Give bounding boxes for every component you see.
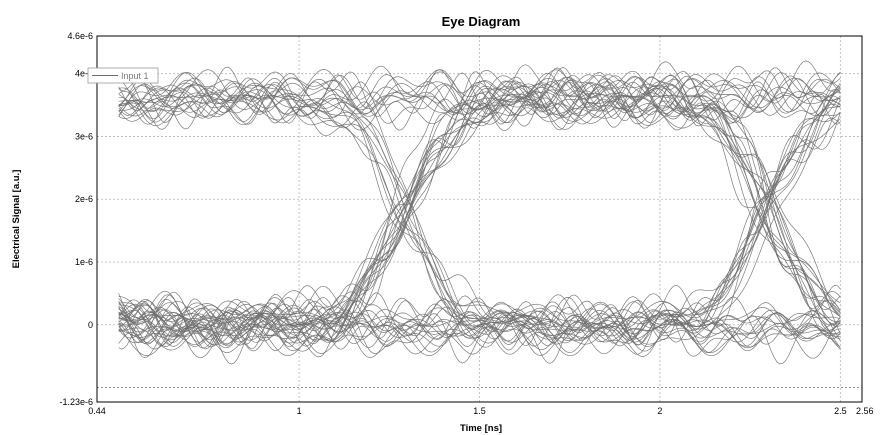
eye-trace — [118, 103, 841, 337]
eye-trace — [118, 77, 841, 333]
eye-trace — [118, 69, 841, 337]
eye-trace — [118, 72, 841, 345]
eye-trace — [118, 84, 841, 339]
y-tick-label: 3e-6 — [75, 131, 93, 141]
eye-trace — [118, 84, 841, 330]
eye-trace — [118, 93, 841, 332]
eye-trace — [118, 85, 841, 351]
eye-trace — [118, 60, 841, 347]
x-tick-label: 1 — [297, 406, 302, 416]
eye-trace — [118, 70, 841, 350]
eye-trace — [118, 301, 841, 365]
chart-title: Eye Diagram — [442, 14, 521, 29]
eye-trace — [118, 112, 841, 347]
axis-ticks: 0.44 1 1.5 2 2.5 2.56 -1.23e-6 0 1e-6 2e-6 3e-6 4e-… — [59, 31, 873, 416]
eye-trace — [118, 77, 841, 343]
eye-trace — [118, 81, 841, 131]
x-tick-label: 0.44 — [88, 406, 106, 416]
eye-trace — [118, 93, 841, 348]
legend-entry-input-1: Input 1 — [121, 71, 149, 81]
y-axis-label: Electrical Signal [a.u.] — [11, 170, 22, 269]
eye-trace — [118, 82, 841, 317]
eye-trace — [118, 85, 841, 348]
legend: Input 1 — [87, 67, 159, 84]
y-tick-label: 1e-6 — [75, 257, 93, 267]
eye-trace — [118, 78, 841, 345]
eye-trace — [118, 111, 841, 342]
eye-trace — [118, 85, 841, 340]
eye-trace — [118, 84, 841, 338]
y-tick-label: -1.23e-6 — [59, 397, 93, 407]
y-tick-label: 0 — [88, 320, 93, 330]
eye-trace — [118, 313, 841, 357]
x-axis-label: Time [ns] — [460, 423, 502, 434]
x-tick-label: 2 — [657, 406, 662, 416]
eye-trace — [118, 88, 841, 346]
eye-trace — [118, 85, 841, 314]
x-tick-label: 1.5 — [473, 406, 486, 416]
eye-traces — [118, 60, 841, 365]
x-tick-label: 2.5 — [834, 406, 847, 416]
x-tick-label: 2.56 — [856, 406, 874, 416]
eye-trace — [118, 72, 841, 120]
y-tick-label: 4e-6 — [75, 69, 93, 79]
eye-trace — [118, 87, 841, 349]
y-tick-label: 4.6e-6 — [67, 31, 93, 41]
eye-trace — [118, 65, 841, 119]
y-tick-label: 2e-6 — [75, 194, 93, 204]
legend-box — [87, 67, 159, 84]
eye-trace — [118, 72, 841, 352]
eye-trace — [118, 105, 841, 355]
eye-trace — [118, 76, 841, 345]
plot-area-frame — [96, 35, 863, 403]
eye-trace — [118, 311, 841, 354]
eye-trace — [118, 74, 841, 346]
eye-trace — [118, 309, 841, 359]
eye-trace — [118, 80, 841, 341]
